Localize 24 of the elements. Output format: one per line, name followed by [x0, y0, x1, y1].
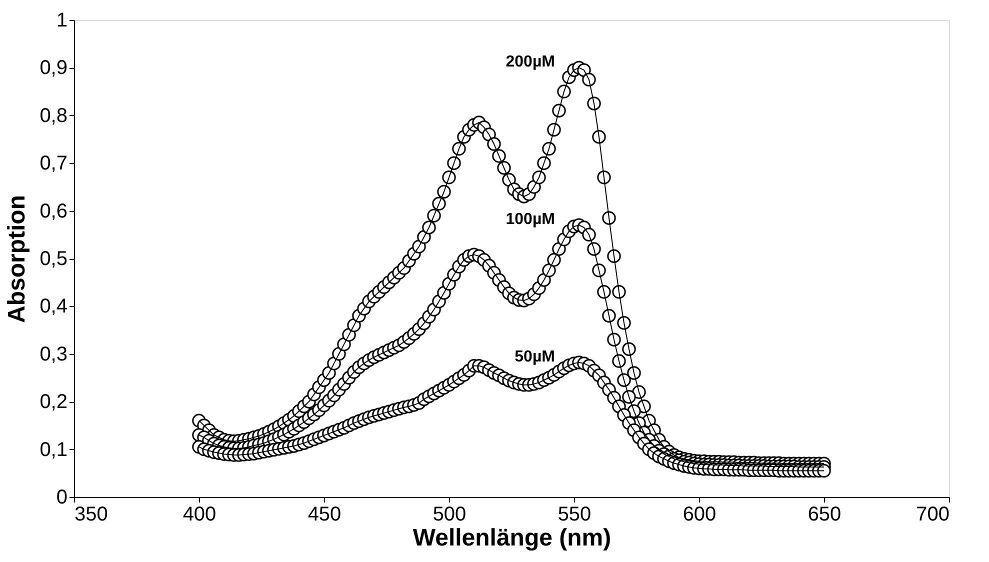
- y-tick-label: 0,9: [40, 57, 68, 80]
- x-tick-label: 400: [182, 504, 216, 526]
- y-tick-label: 0,5: [40, 248, 68, 270]
- y-tick-label: 0,6: [40, 200, 68, 222]
- x-tick-label: 500: [432, 504, 466, 526]
- y-tick-label: 0,2: [40, 391, 68, 414]
- x-tick-label: 450: [308, 504, 342, 526]
- x-axis-title: Wellenlänge (nm): [412, 524, 612, 552]
- x-tick-label: 550: [558, 504, 592, 526]
- series-label: 200µM: [506, 54, 555, 71]
- y-tick-label: 0,4: [40, 296, 68, 318]
- y-tick-label: 0: [56, 486, 68, 508]
- x-tick-label: 700: [916, 504, 950, 526]
- x-tick-label: 650: [808, 504, 842, 526]
- y-tick-label: 0,3: [40, 343, 68, 366]
- y-tick-label: 0,8: [40, 104, 68, 127]
- series-label: 100µM: [506, 211, 555, 228]
- x-tick-label: 350: [74, 504, 108, 526]
- series-label: 50µM: [514, 348, 555, 366]
- y-axis-title: Absorption: [4, 195, 31, 323]
- y-tick-label: 0,7: [40, 152, 68, 175]
- y-tick-label: 1: [56, 10, 68, 32]
- y-tick-label: 0,1: [40, 438, 68, 461]
- x-tick-label: 600: [682, 504, 716, 526]
